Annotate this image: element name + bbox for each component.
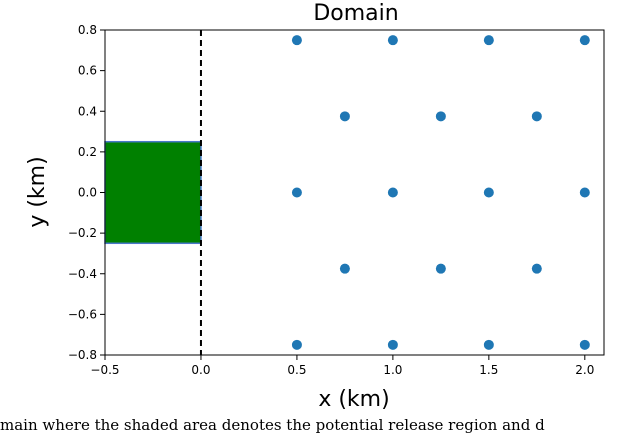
y-tick-label: 0.8 [78, 23, 97, 37]
scatter-point [531, 263, 542, 274]
scatter-point [531, 111, 542, 122]
figure-caption: main where the shaded area denotes the p… [0, 416, 545, 433]
y-tick-label: −0.4 [68, 267, 97, 281]
x-tick-label: −0.5 [90, 363, 119, 377]
chart-title: Domain [313, 1, 398, 26]
scatter-point [435, 111, 446, 122]
scatter-point [339, 111, 350, 122]
scatter-point [291, 35, 302, 46]
scatter-point [483, 187, 494, 198]
scatter-point [387, 187, 398, 198]
x-tick-label: 0.5 [287, 363, 306, 377]
x-axis-label: x (km) [318, 387, 389, 412]
scatter-point [435, 263, 446, 274]
scatter-point [579, 35, 590, 46]
scatter-point [579, 339, 590, 350]
y-tick-label: 0.6 [78, 64, 97, 78]
y-tick-label: 0.2 [78, 145, 97, 159]
scatter-point [387, 339, 398, 350]
scatter-point [483, 339, 494, 350]
plot-area: −0.5 0.0 0.5 1.0 1.5 2.0 −0.8 −0.6 −0.4 −0.2 0.0 0.… [68, 23, 605, 377]
x-tick-label: 1.5 [479, 363, 498, 377]
y-tick-label: −0.8 [68, 348, 97, 362]
y-axis-label: y (km) [25, 156, 50, 227]
scatter-point [387, 35, 398, 46]
y-tick-label: 0.4 [78, 104, 97, 118]
scatter-point [579, 187, 590, 198]
scatter-point [483, 35, 494, 46]
y-tick-label: −0.2 [68, 226, 97, 240]
y-tick-label: 0.0 [78, 186, 97, 200]
scatter-point [339, 263, 350, 274]
x-tick-label: 1.0 [383, 363, 402, 377]
x-tick-label: 0.0 [191, 363, 210, 377]
y-tick-label: −0.6 [68, 307, 97, 321]
scatter-point [291, 339, 302, 350]
x-tick-label: 2.0 [575, 363, 594, 377]
scatter-point [291, 187, 302, 198]
shaded-release-region [104, 140, 202, 245]
